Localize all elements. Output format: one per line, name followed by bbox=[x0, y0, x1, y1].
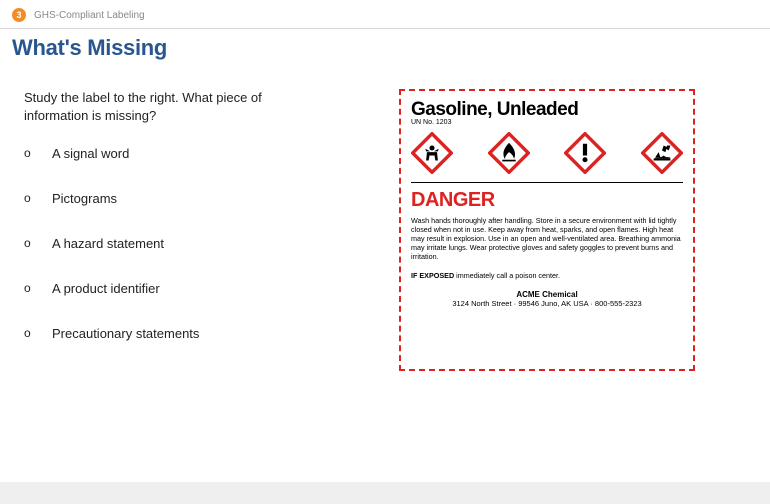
signal-word: DANGER bbox=[411, 189, 683, 212]
option-text: A product identifier bbox=[52, 281, 160, 296]
header-bar: 3 GHS-Compliant Labeling bbox=[0, 0, 770, 29]
option-text: A hazard statement bbox=[52, 236, 164, 251]
answer-option[interactable]: o A signal word bbox=[24, 146, 324, 161]
exposed-text: immediately call a poison center. bbox=[454, 271, 560, 280]
answer-option[interactable]: o A product identifier bbox=[24, 281, 324, 296]
divider bbox=[411, 182, 683, 183]
supplier-info: ACME Chemical 3124 North Street · 99546 … bbox=[411, 290, 683, 308]
product-identifier: Gasoline, Unleaded bbox=[411, 99, 683, 121]
option-marker: o bbox=[24, 191, 34, 205]
first-aid: IF EXPOSED immediately call a poison cen… bbox=[411, 271, 683, 280]
option-text: Pictograms bbox=[52, 191, 117, 206]
answer-option[interactable]: o A hazard statement bbox=[24, 236, 324, 251]
answer-option[interactable]: o Pictograms bbox=[24, 191, 324, 206]
health-hazard-pictogram-icon bbox=[411, 132, 453, 174]
option-text: Precautionary statements bbox=[52, 326, 199, 341]
option-marker: o bbox=[24, 146, 34, 160]
exposed-label: IF EXPOSED bbox=[411, 271, 454, 280]
footer-bar bbox=[0, 482, 770, 504]
supplier-address: 3124 North Street · 99546 Juno, AK USA ·… bbox=[411, 299, 683, 308]
label-panel: Gasoline, Unleaded UN No. 1203 DANGER Wa… bbox=[344, 89, 750, 371]
environment-pictogram-icon bbox=[641, 132, 683, 174]
option-marker: o bbox=[24, 281, 34, 295]
question-panel: Study the label to the right. What piece… bbox=[24, 89, 324, 371]
supplier-name: ACME Chemical bbox=[411, 290, 683, 299]
option-marker: o bbox=[24, 236, 34, 250]
option-text: A signal word bbox=[52, 146, 129, 161]
question-prompt: Study the label to the right. What piece… bbox=[24, 89, 324, 124]
option-marker: o bbox=[24, 326, 34, 340]
answer-option[interactable]: o Precautionary statements bbox=[24, 326, 324, 341]
page-title: What's Missing bbox=[0, 29, 770, 61]
flame-pictogram-icon bbox=[488, 132, 530, 174]
exclamation-mark-pictogram-icon bbox=[564, 132, 606, 174]
ghs-label: Gasoline, Unleaded UN No. 1203 DANGER Wa… bbox=[399, 89, 695, 371]
section-number-badge: 3 bbox=[12, 8, 26, 22]
pictogram-row bbox=[411, 132, 683, 174]
content-wrap: Study the label to the right. What piece… bbox=[0, 61, 770, 371]
precautionary-statements: Wash hands thoroughly after handling. St… bbox=[411, 216, 683, 261]
section-label: GHS-Compliant Labeling bbox=[34, 10, 145, 21]
